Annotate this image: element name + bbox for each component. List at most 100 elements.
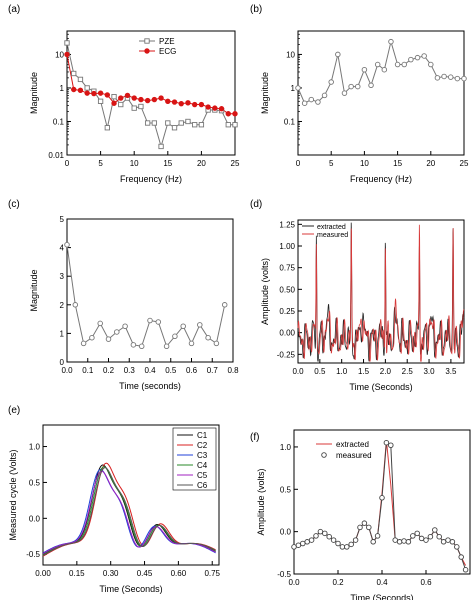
data-point <box>158 95 164 101</box>
data-point <box>291 544 297 550</box>
data-point <box>72 302 79 308</box>
data-point <box>163 343 170 350</box>
data-point <box>410 533 416 539</box>
data-point <box>131 105 137 111</box>
data-point <box>198 101 205 108</box>
y-axis-title: Magnitude <box>29 72 39 114</box>
y-tick-label: 0 <box>60 358 65 367</box>
data-point <box>151 120 158 126</box>
data-point <box>114 329 120 335</box>
data-point <box>144 97 151 104</box>
series-line-measured <box>297 224 465 362</box>
y-tick-label: 1.00 <box>279 242 295 251</box>
data-point <box>205 104 211 110</box>
x-tick-label: 0.30 <box>103 569 119 578</box>
data-point <box>84 85 90 91</box>
data-point <box>111 100 117 106</box>
x-tick-label: 0.0 <box>288 578 300 587</box>
data-point <box>151 96 158 103</box>
data-point <box>89 334 95 341</box>
y-tick-label: 0.5 <box>29 478 41 487</box>
y-tick-label: 0.50 <box>279 285 295 294</box>
data-point <box>165 98 171 104</box>
data-point <box>374 61 381 68</box>
y-tick-label: 3 <box>60 272 65 281</box>
data-point <box>405 539 412 545</box>
data-point <box>414 54 421 61</box>
series-line <box>66 244 226 348</box>
data-point <box>344 544 350 550</box>
data-point <box>225 122 231 128</box>
y-tick-label: 4 <box>60 244 65 253</box>
data-point <box>388 38 394 45</box>
data-point <box>118 95 124 101</box>
legend-label: measured <box>317 232 348 239</box>
y-tick-label: 1 <box>60 84 65 93</box>
data-point <box>392 537 398 543</box>
data-point <box>370 539 376 545</box>
data-point <box>348 541 354 548</box>
plot-frame <box>297 30 465 156</box>
x-tick-label: 25 <box>231 159 240 168</box>
data-point <box>383 439 390 446</box>
y-axis-title: Amplitude (volts) <box>256 468 266 535</box>
x-axis-title: Frequency (Hz) <box>120 174 182 184</box>
x-tick-label: 3.0 <box>423 367 435 376</box>
y-tick-label: 0.0 <box>29 514 41 523</box>
series-line-extracted <box>297 222 465 362</box>
data-point <box>213 340 220 347</box>
data-point <box>436 533 442 540</box>
x-tick-label: 0.45 <box>137 569 153 578</box>
data-point <box>158 143 164 150</box>
y-tick-label: 2 <box>60 301 65 310</box>
data-point <box>434 75 441 81</box>
data-point <box>341 90 348 96</box>
panel-label: (c) <box>8 199 20 210</box>
data-point <box>388 442 394 448</box>
legend-label: measured <box>336 451 372 460</box>
y-tick-label: -0.5 <box>26 550 40 559</box>
y-tick-label: 1.25 <box>279 220 295 229</box>
y-tick-label: 5 <box>60 215 65 224</box>
data-point <box>335 540 341 547</box>
legend-label: C6 <box>197 481 208 490</box>
x-tick-label: 0.7 <box>207 366 219 375</box>
data-point <box>432 527 438 533</box>
x-tick-label: 0.8 <box>227 366 239 375</box>
data-point <box>105 336 112 342</box>
y-tick-label: 0.75 <box>279 264 295 273</box>
data-point <box>172 333 178 340</box>
data-point <box>339 544 346 550</box>
data-point <box>197 322 203 328</box>
data-point <box>401 61 407 68</box>
data-point <box>64 51 70 58</box>
data-point <box>361 66 368 73</box>
data-point <box>212 105 218 111</box>
data-point <box>71 86 77 93</box>
x-tick-label: 0.5 <box>165 366 177 375</box>
data-point <box>313 533 319 539</box>
data-point <box>64 40 70 46</box>
x-axis-title: Time (seconds) <box>119 381 181 391</box>
y-tick-label: 0.1 <box>284 117 296 126</box>
x-tick-label: 0.0 <box>292 367 304 376</box>
data-point <box>447 74 454 80</box>
x-tick-label: 2.0 <box>380 367 392 376</box>
data-point <box>445 537 451 543</box>
y-tick-label: 0.0 <box>280 528 292 537</box>
data-point <box>131 95 137 101</box>
panel-label: (b) <box>250 4 262 15</box>
x-tick-label: 20 <box>197 159 206 168</box>
x-tick-label: 0.4 <box>144 366 156 375</box>
data-point <box>225 111 231 117</box>
data-point <box>232 111 238 117</box>
data-point <box>147 317 153 324</box>
data-point <box>427 533 434 540</box>
x-tick-label: 1.0 <box>336 367 348 376</box>
y-tick-label: 0.01 <box>48 151 64 160</box>
x-tick-label: 5 <box>98 159 103 168</box>
y-tick-label: 0.00 <box>279 329 295 338</box>
data-point <box>326 533 332 540</box>
data-point <box>348 83 354 90</box>
data-point <box>97 90 104 96</box>
